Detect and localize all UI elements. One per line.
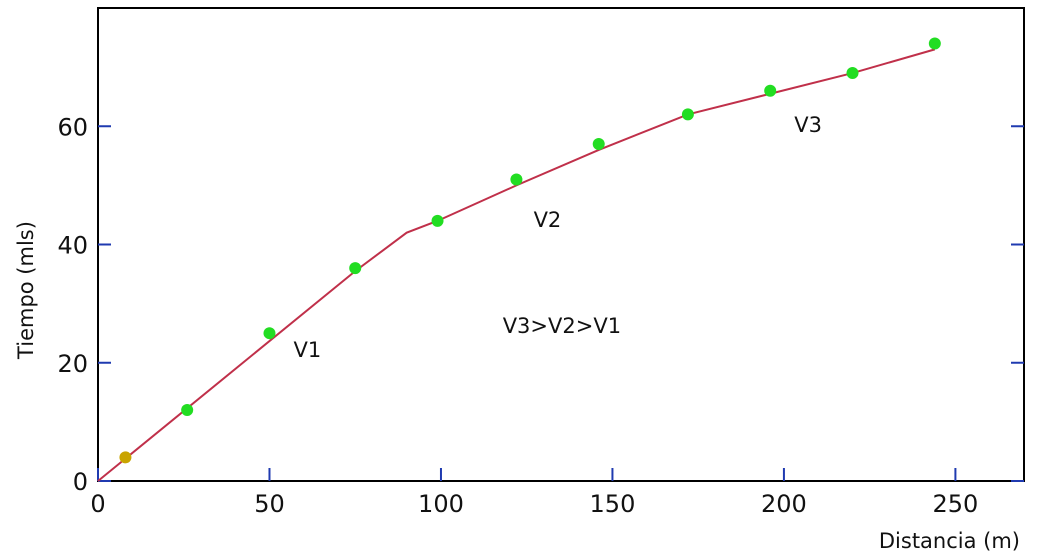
data-point — [928, 37, 941, 50]
y-axis-title: Tiempo (mls) — [14, 221, 38, 360]
x-tick-label: 0 — [90, 490, 105, 518]
data-point — [119, 451, 132, 464]
data-point — [681, 108, 694, 121]
data-point — [431, 214, 444, 227]
x-tick-label: 100 — [418, 490, 464, 518]
velocity-annotation: V2 — [534, 208, 562, 232]
y-tick-label: 40 — [57, 232, 88, 260]
velocity-annotation: V3>V2>V1 — [503, 314, 621, 338]
data-point — [349, 262, 362, 275]
annotations-layer: V1 V2 V3 V3>V2>V1 — [293, 113, 821, 362]
x-tick-label: 150 — [590, 490, 636, 518]
data-point — [764, 84, 777, 97]
series-points-layer — [119, 37, 941, 464]
data-point — [263, 327, 276, 340]
y-tick-label: 60 — [57, 113, 88, 141]
data-point — [181, 404, 194, 417]
y-tick-label: 0 — [73, 468, 88, 496]
x-tick-label: 200 — [761, 490, 807, 518]
velocity-annotation: V3 — [794, 113, 822, 137]
data-point — [592, 137, 605, 150]
axis-ticks: 0 50 100 150 200 250 0 20 40 60 — [57, 113, 1024, 518]
x-tick-label: 250 — [933, 490, 979, 518]
y-tick-label: 20 — [57, 350, 88, 378]
x-tick-label: 50 — [254, 490, 285, 518]
x-axis-title: Distancia (m) — [879, 529, 1020, 553]
fit-line — [97, 48, 936, 482]
data-point — [510, 173, 523, 186]
velocity-annotation: V1 — [293, 338, 321, 362]
series-line-layer — [97, 48, 936, 482]
data-point — [846, 67, 859, 80]
